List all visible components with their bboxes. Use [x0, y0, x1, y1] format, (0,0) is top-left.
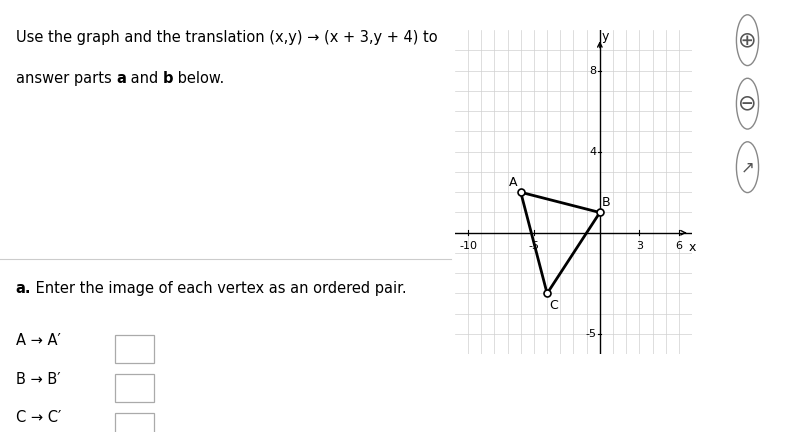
Text: ⊖: ⊖ — [738, 94, 757, 114]
Text: x: x — [688, 241, 696, 254]
Text: A: A — [509, 176, 517, 189]
Text: 3: 3 — [636, 241, 643, 251]
Text: a: a — [116, 71, 126, 86]
Text: below.: below. — [173, 71, 225, 86]
Text: A → A′: A → A′ — [16, 333, 61, 348]
Text: -5: -5 — [585, 329, 596, 339]
Text: B: B — [602, 196, 611, 209]
Text: a.: a. — [16, 281, 32, 296]
Text: answer parts: answer parts — [16, 71, 116, 86]
Text: 6: 6 — [676, 241, 683, 251]
Text: y: y — [602, 30, 609, 43]
Text: -5: -5 — [528, 241, 539, 251]
Text: C: C — [549, 299, 558, 312]
Text: Use the graph and the translation (x,y) → (x + 3,y + 4) to: Use the graph and the translation (x,y) … — [16, 30, 437, 45]
Text: -10: -10 — [459, 241, 477, 251]
Text: ⊕: ⊕ — [738, 30, 757, 50]
Text: Enter the image of each vertex as an ordered pair.: Enter the image of each vertex as an ord… — [32, 281, 407, 296]
Text: and: and — [126, 71, 163, 86]
Text: b: b — [163, 71, 173, 86]
Text: C → C′: C → C′ — [16, 410, 61, 426]
Text: 4: 4 — [589, 147, 596, 157]
Text: 8: 8 — [589, 66, 596, 76]
Text: B → B′: B → B′ — [16, 372, 60, 387]
Text: ↗: ↗ — [740, 158, 755, 176]
